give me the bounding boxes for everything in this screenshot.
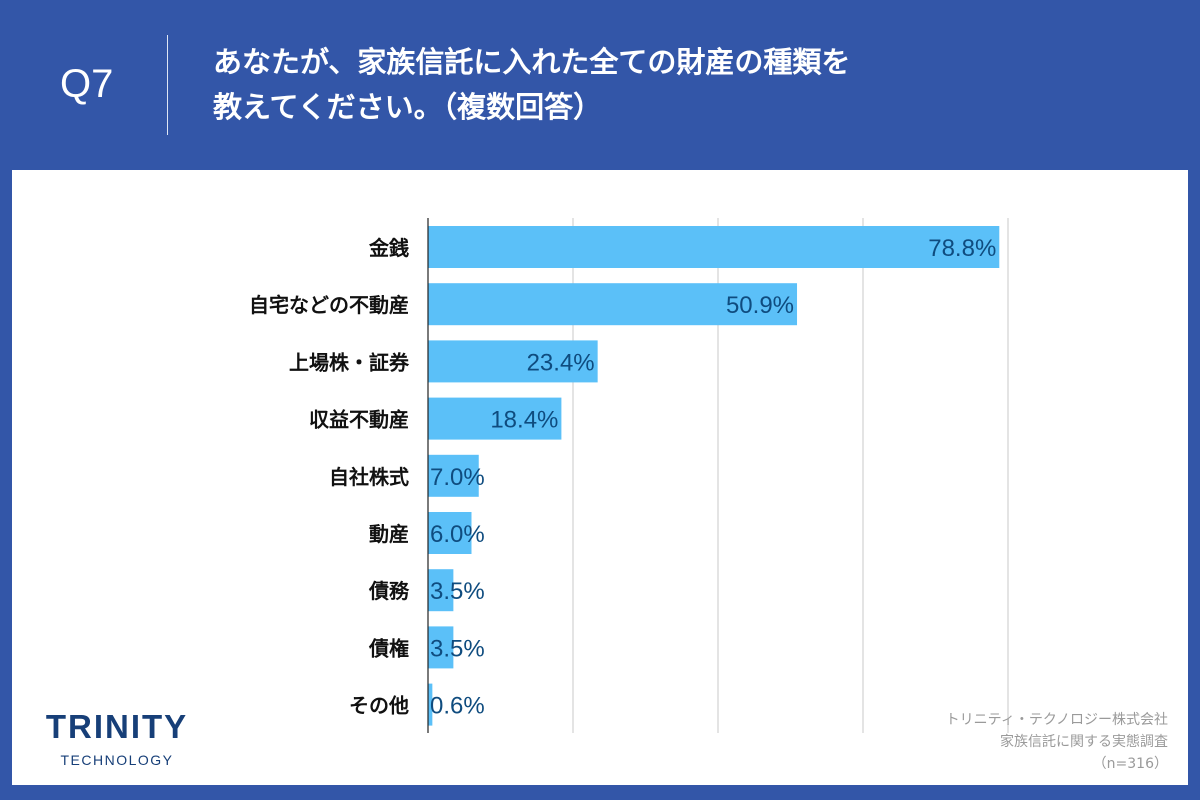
source-note: トリニティ・テクノロジー株式会社 家族信託に関する実態調査 （n=316） bbox=[946, 709, 1168, 775]
source-line-1: トリニティ・テクノロジー株式会社 bbox=[945, 712, 1168, 728]
value-label: 0.6% bbox=[430, 693, 485, 720]
source-line-2: 家族信託に関する実態調査 bbox=[1000, 734, 1168, 750]
question-number: Q7 bbox=[60, 62, 114, 106]
bar bbox=[428, 512, 472, 554]
bar bbox=[428, 626, 454, 669]
value-label: 6.0% bbox=[430, 521, 485, 548]
value-label: 78.8% bbox=[928, 235, 996, 262]
category-label: 債権 bbox=[368, 636, 409, 660]
title-line-1: あなたが、家族信託に入れた全ての財産の種類を bbox=[213, 45, 851, 79]
value-label: 3.5% bbox=[430, 578, 485, 605]
trinity-logo: TRINITY TECHNOLOGY bbox=[32, 708, 202, 768]
source-line-3: （n=316） bbox=[1092, 756, 1168, 772]
bar bbox=[428, 454, 479, 497]
category-label: 債務 bbox=[368, 579, 410, 603]
bar bbox=[428, 397, 562, 440]
category-label: その他 bbox=[349, 694, 409, 718]
logo-sub: TECHNOLOGY bbox=[60, 752, 174, 768]
value-label: 50.9% bbox=[726, 292, 794, 319]
bar bbox=[428, 226, 1000, 268]
category-label: 金銭 bbox=[368, 236, 409, 260]
value-label: 3.5% bbox=[430, 635, 485, 662]
question-title: あなたが、家族信託に入れた全ての財産の種類を 教えてください。（複数回答） bbox=[213, 40, 850, 130]
bar bbox=[428, 569, 454, 612]
bar bbox=[428, 340, 598, 383]
bar bbox=[428, 283, 798, 326]
header-divider bbox=[167, 35, 168, 135]
category-label: 自社株式 bbox=[329, 465, 409, 489]
category-label: 収益不動産 bbox=[309, 408, 409, 432]
bar bbox=[428, 683, 433, 726]
category-label: 動産 bbox=[369, 522, 409, 546]
value-label: 7.0% bbox=[430, 464, 485, 491]
category-label: 上場株・証券 bbox=[289, 350, 410, 374]
value-label: 23.4% bbox=[527, 349, 595, 376]
logo-name: TRINITY bbox=[45, 708, 189, 745]
chart-card bbox=[12, 170, 1188, 785]
category-label: 自宅などの不動産 bbox=[249, 293, 409, 317]
title-line-2: 教えてください。（複数回答） bbox=[213, 90, 603, 124]
value-label: 18.4% bbox=[490, 407, 558, 434]
